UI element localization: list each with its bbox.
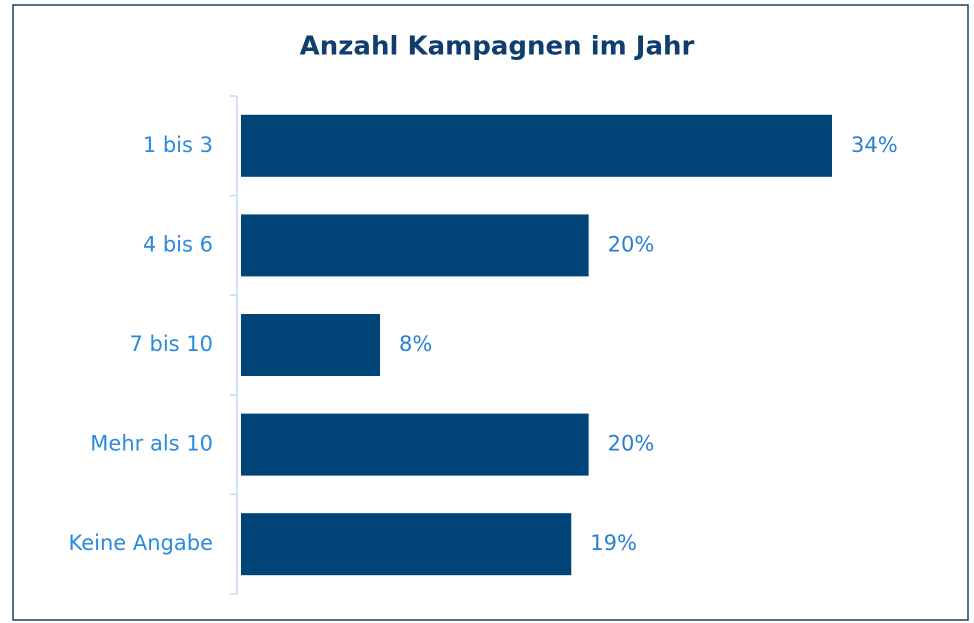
value-label: 20% [608, 232, 655, 256]
value-label: 19% [590, 531, 637, 555]
bar [241, 513, 572, 576]
bar [241, 413, 589, 476]
bar [241, 114, 832, 177]
category-label: Mehr als 10 [90, 432, 213, 456]
category-label: Keine Angabe [68, 531, 213, 555]
category-label: 7 bis 10 [129, 332, 213, 356]
category-label: 1 bis 3 [143, 133, 213, 157]
bar [241, 214, 589, 277]
value-label: 8% [399, 332, 432, 356]
chart-title: Anzahl Kampagnen im Jahr [300, 32, 695, 62]
value-label: 20% [608, 432, 655, 456]
category-label: 4 bis 6 [143, 232, 213, 256]
bar [241, 314, 381, 376]
value-label: 34% [851, 133, 898, 157]
